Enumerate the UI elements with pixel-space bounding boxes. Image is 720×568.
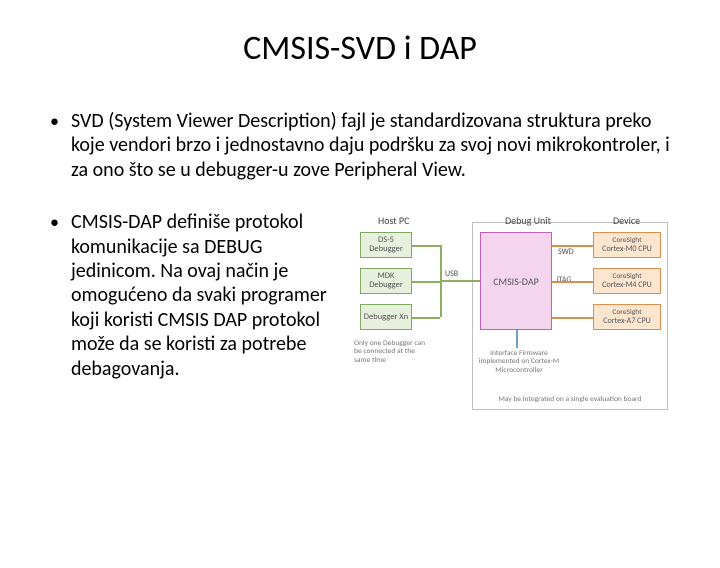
bullet-1-text: SVD (System Viewer Description) fajl je …: [71, 109, 670, 182]
bullet-2: • CMSIS-DAP definiše protokol komunikaci…: [50, 210, 336, 381]
host-line-2: [412, 317, 440, 319]
fw-pointer: [516, 330, 518, 348]
bullet-dot-icon: •: [50, 210, 59, 381]
usb-horz: [440, 280, 480, 282]
device-box-0: CoreSightCortex-M0 CPU: [593, 232, 661, 258]
col-label-unit: Debug Unit: [505, 214, 551, 227]
firmware-label: Interface Firmware implemented on Cortex…: [474, 350, 564, 375]
cmsis-dap-diagram: Host PC Debug Unit Device DS-5 Debugger MDK …: [350, 210, 670, 420]
swd-label: SWD: [558, 248, 574, 257]
bullet-dot-icon: •: [50, 109, 59, 182]
device-line-0: [552, 245, 593, 247]
content-area: • SVD (System Viewer Description) fajl j…: [0, 109, 720, 420]
row-2: • CMSIS-DAP definiše protokol komunikaci…: [50, 210, 670, 420]
center-box: CMSIS-DAP: [480, 232, 552, 330]
col-label-device: Device: [613, 214, 640, 227]
host-box-0: DS-5 Debugger: [360, 232, 412, 258]
usb-label: USB: [445, 270, 458, 279]
host-line-0: [412, 245, 440, 247]
host-box-1: MDK Debugger: [360, 268, 412, 294]
device-line-2: [552, 317, 593, 319]
page-title: CMSIS-SVD i DAP: [0, 28, 720, 69]
host-caption: Only one Debugger can be connected at th…: [354, 340, 432, 365]
bullet-2-text: CMSIS-DAP definiše protokol komunikacije…: [71, 210, 336, 381]
bullet-1: • SVD (System Viewer Description) fajl j…: [50, 109, 670, 182]
host-box-2: Debugger Xn: [360, 304, 412, 330]
device-box-1: CoreSightCortex-M4 CPU: [593, 268, 661, 294]
board-caption: May be integrated on a single evaluation…: [482, 396, 658, 404]
device-line-1: [552, 281, 593, 283]
device-box-2: CoreSightCortex-A7 CPU: [593, 304, 661, 330]
col-label-host: Host PC: [378, 214, 409, 227]
host-line-1: [412, 281, 440, 283]
diagram-container: Host PC Debug Unit Device DS-5 Debugger MDK …: [350, 210, 670, 420]
